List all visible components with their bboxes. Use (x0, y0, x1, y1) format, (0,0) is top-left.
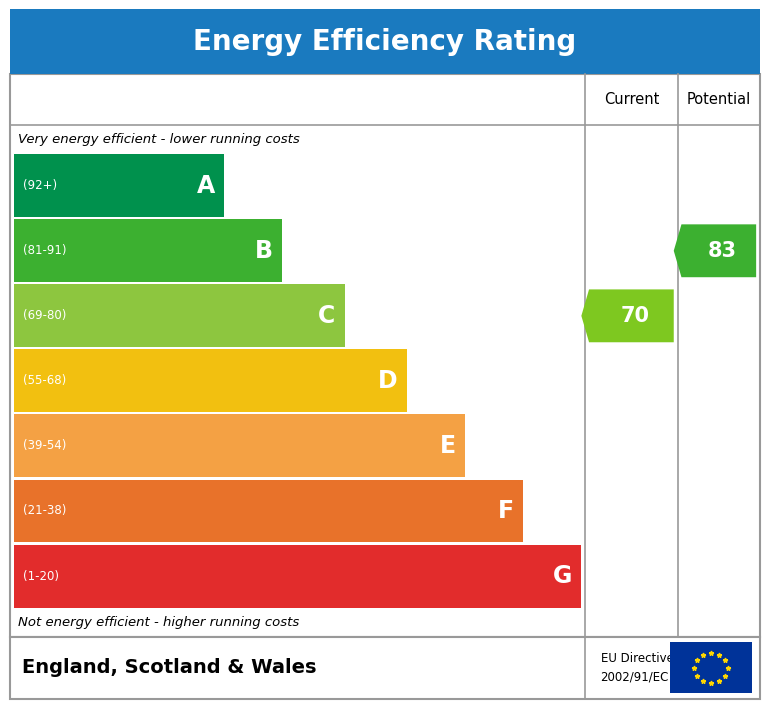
Text: (92+): (92+) (23, 179, 57, 192)
Bar (14, 154, 224, 217)
Text: Very energy efficient - lower running costs: Very energy efficient - lower running co… (18, 133, 300, 145)
Bar (10, 9, 760, 74)
Text: (1-20): (1-20) (23, 570, 59, 582)
Bar (14, 349, 407, 412)
Bar (14, 285, 345, 347)
Bar (14, 544, 581, 607)
Bar (14, 220, 283, 282)
Text: D: D (378, 369, 398, 393)
Text: G: G (553, 564, 572, 588)
Text: Potential: Potential (687, 92, 751, 107)
Text: Energy Efficiency Rating: Energy Efficiency Rating (193, 28, 577, 56)
Text: Not energy efficient - higher running costs: Not energy efficient - higher running co… (18, 616, 299, 629)
Bar (670, 642, 752, 693)
Text: 2002/91/EC: 2002/91/EC (601, 671, 669, 683)
Text: EU Directive: EU Directive (601, 652, 674, 665)
Bar (14, 414, 465, 477)
Text: A: A (197, 174, 215, 198)
Bar (14, 479, 524, 542)
Text: E: E (440, 434, 456, 458)
Text: (39-54): (39-54) (23, 439, 66, 453)
Text: Current: Current (604, 92, 659, 107)
Text: 83: 83 (708, 241, 737, 261)
Text: F: F (498, 499, 514, 523)
Text: (81-91): (81-91) (23, 244, 66, 257)
Text: B: B (255, 239, 273, 263)
Text: 70: 70 (621, 306, 650, 326)
Text: England, Scotland & Wales: England, Scotland & Wales (22, 659, 316, 677)
Text: C: C (318, 304, 336, 328)
Text: (69-80): (69-80) (23, 309, 66, 323)
Polygon shape (581, 289, 674, 342)
Text: (21-38): (21-38) (23, 505, 66, 517)
Polygon shape (674, 225, 756, 277)
Text: (55-68): (55-68) (23, 374, 66, 388)
Bar (10, 74, 760, 637)
Bar (10, 637, 760, 699)
